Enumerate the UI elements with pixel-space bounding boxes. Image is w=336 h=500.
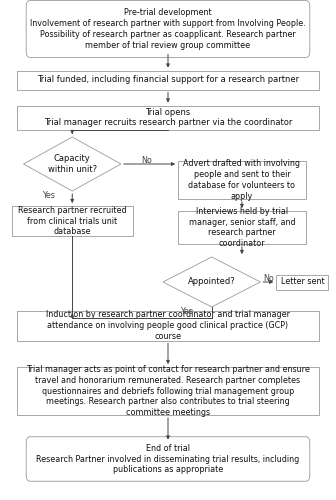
FancyBboxPatch shape	[276, 274, 328, 289]
Text: Letter sent: Letter sent	[281, 278, 324, 286]
Text: Advert drafted with involving
people and sent to their
database for volunteers t: Advert drafted with involving people and…	[183, 160, 300, 200]
Text: Appointed?: Appointed?	[188, 278, 236, 286]
Text: No: No	[141, 156, 152, 165]
Text: Interviews held by trial
manager, senior staff, and
research partner
coordinator: Interviews held by trial manager, senior…	[188, 207, 295, 248]
FancyBboxPatch shape	[26, 437, 310, 481]
Text: Trial manager acts as point of contact for research partner and ensure
travel an: Trial manager acts as point of contact f…	[26, 365, 310, 417]
Text: End of trial
Research Partner involved in disseminating trial results, including: End of trial Research Partner involved i…	[36, 444, 300, 474]
Text: No: No	[263, 274, 274, 283]
Text: Research partner recruited
from clinical trials unit
database: Research partner recruited from clinical…	[18, 206, 127, 236]
FancyBboxPatch shape	[178, 211, 306, 244]
Text: Yes: Yes	[42, 192, 55, 200]
Text: Trial opens
Trial manager recruits research partner via the coordinator: Trial opens Trial manager recruits resea…	[44, 108, 292, 128]
FancyBboxPatch shape	[178, 161, 306, 199]
FancyBboxPatch shape	[17, 367, 319, 415]
FancyBboxPatch shape	[17, 70, 319, 90]
Text: Yes: Yes	[180, 308, 193, 316]
Text: Induction by research partner coordinator and trial manager
attendance on involv: Induction by research partner coordinato…	[46, 310, 290, 341]
FancyBboxPatch shape	[26, 0, 310, 58]
FancyBboxPatch shape	[12, 206, 133, 236]
Text: Trial funded, including financial support for a research partner: Trial funded, including financial suppor…	[37, 76, 299, 84]
FancyBboxPatch shape	[17, 106, 319, 130]
Polygon shape	[24, 137, 121, 191]
Text: Capacity
within unit?: Capacity within unit?	[48, 154, 97, 174]
Text: Pre-trial development
Involvement of research partner with support from Involvin: Pre-trial development Involvement of res…	[30, 8, 306, 50]
FancyBboxPatch shape	[17, 310, 319, 340]
Polygon shape	[163, 257, 260, 307]
